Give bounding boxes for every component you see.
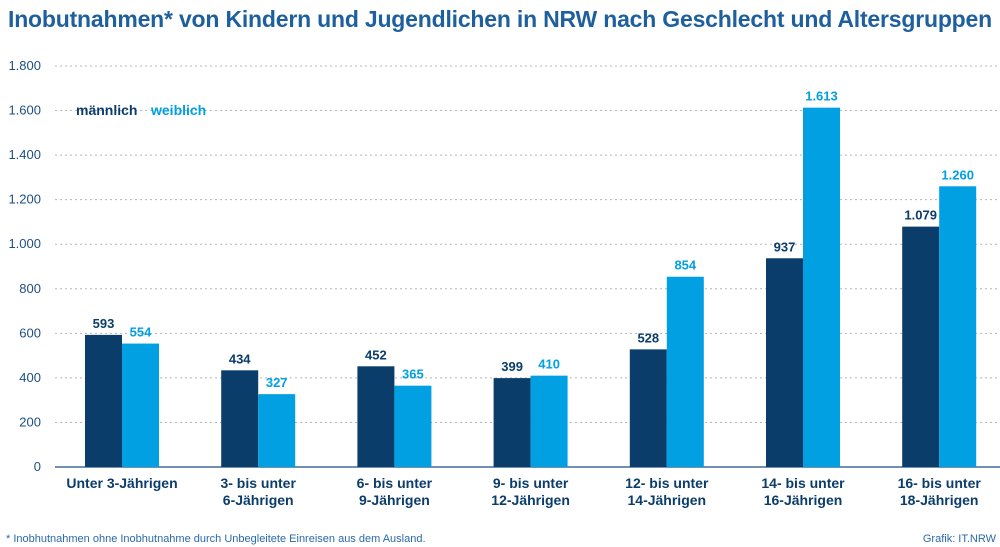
y-tick-label: 0: [34, 459, 41, 474]
category-label: 14-Jährigen: [628, 492, 707, 508]
y-tick-label: 1.600: [8, 103, 41, 118]
bar-chart: 0 200 400 600 800 1.000 1.200 1.400 1.600 1.800 mä…: [8, 58, 1000, 508]
data-label-maennlich: 399: [501, 359, 523, 374]
category-label: 6-Jährigen: [223, 492, 294, 508]
data-label-weiblich: 327: [266, 375, 288, 390]
category-label: 3- bis unter: [220, 475, 296, 491]
bar-maennlich: [357, 366, 395, 467]
y-tick-label: 1.200: [8, 192, 41, 207]
bar-weiblich: [394, 385, 432, 467]
bar-maennlich: [221, 370, 259, 467]
y-tick-label: 600: [19, 325, 41, 340]
y-tick-label: 1.800: [8, 58, 41, 73]
bar-maennlich: [766, 258, 803, 467]
footnote: * Inobhutnahmen ohne Inobhutnahme durch …: [6, 533, 426, 545]
y-tick-label: 1.000: [8, 236, 41, 251]
category-label: 12- bis unter: [625, 475, 709, 491]
bar-maennlich: [902, 226, 940, 467]
data-label-maennlich: 434: [229, 351, 251, 366]
data-label-weiblich: 1.260: [941, 167, 974, 182]
bar-weiblich: [258, 394, 296, 467]
data-label-maennlich: 1.079: [904, 208, 937, 223]
bar-maennlich: [493, 378, 531, 467]
category-label: Unter 3-Jährigen: [66, 475, 177, 491]
category-label: 18-Jährigen: [900, 492, 979, 508]
data-label-maennlich: 593: [93, 316, 115, 331]
data-label-weiblich: 365: [402, 367, 424, 382]
data-label-maennlich: 452: [365, 347, 387, 362]
y-tick-label: 400: [19, 370, 41, 385]
data-label-weiblich: 1.613: [805, 89, 838, 104]
bar-weiblich: [530, 375, 568, 467]
category-label: 6- bis unter: [357, 475, 433, 491]
data-label-weiblich: 410: [538, 357, 560, 372]
legend-weiblich: weiblich: [150, 102, 206, 118]
bar-maennlich: [629, 349, 667, 467]
bar-weiblich: [803, 107, 840, 467]
data-label-maennlich: 937: [774, 239, 796, 254]
data-label-weiblich: 554: [130, 325, 152, 340]
category-label: 14- bis unter: [761, 475, 845, 491]
data-label-weiblich: 854: [674, 258, 696, 273]
y-tick-label: 800: [19, 281, 41, 296]
category-label: 16- bis unter: [898, 475, 982, 491]
category-label: 16-Jährigen: [764, 492, 843, 508]
credit: Grafik: IT.NRW: [922, 533, 996, 545]
category-label: 9-Jährigen: [359, 492, 430, 508]
category-label: 9- bis unter: [493, 475, 569, 491]
y-tick-label: 200: [19, 414, 41, 429]
category-label: 12-Jährigen: [491, 492, 570, 508]
bar-weiblich: [122, 343, 159, 467]
bar-weiblich: [939, 186, 977, 468]
chart-title: Inobutnahmen* von Kindern und Jugendlich…: [8, 6, 992, 32]
bar-weiblich: [666, 276, 704, 467]
y-tick-label: 1.400: [8, 147, 41, 162]
bar-maennlich: [85, 334, 122, 467]
legend-maennlich: männlich: [76, 102, 137, 118]
data-label-maennlich: 528: [637, 330, 659, 345]
